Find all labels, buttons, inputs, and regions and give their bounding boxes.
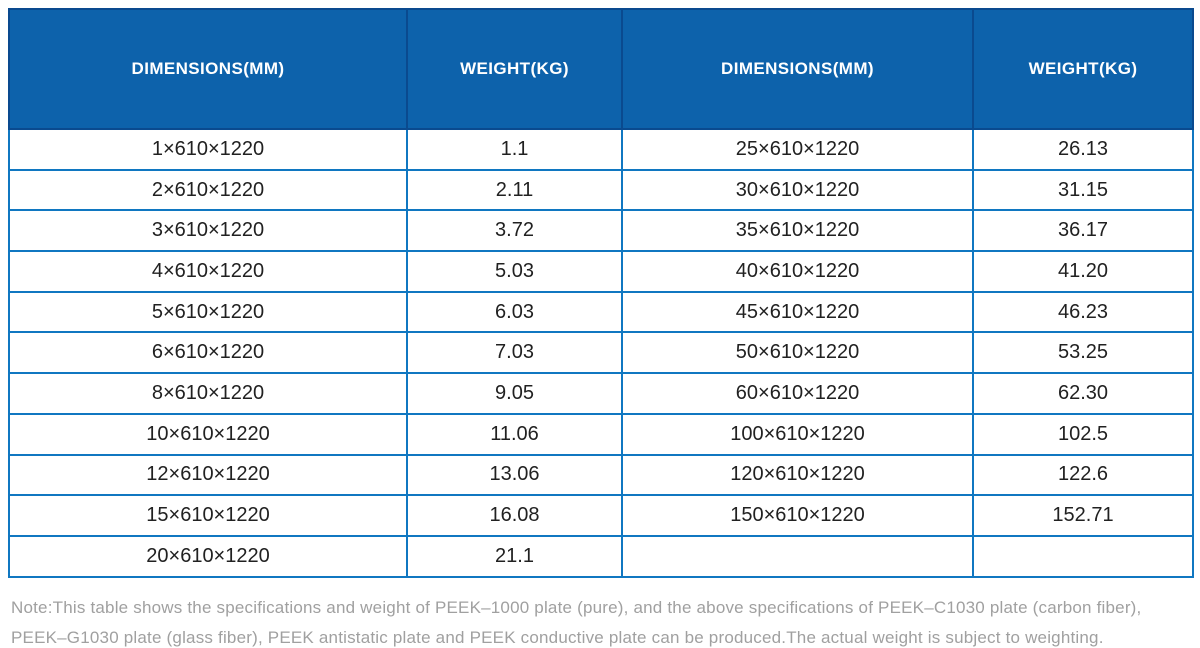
column-header-dimensions-right: DIMENSIONS(MM)	[621, 8, 974, 130]
table-row: 3×610×1220 3.72 35×610×1220 36.17	[8, 209, 1194, 253]
weight-cell: 5.03	[406, 250, 623, 293]
weight-cell-empty	[972, 534, 1194, 578]
weight-cell: 7.03	[406, 331, 623, 375]
column-header-weight-left: WEIGHT(KG)	[406, 8, 623, 130]
table-row: 5×610×1220 6.03 45×610×1220 46.23	[8, 290, 1194, 334]
weight-cell: 53.25	[972, 331, 1194, 375]
dimensions-cell: 4×610×1220	[8, 250, 408, 293]
footnote: Note:This table shows the specifications…	[11, 593, 1188, 648]
dimensions-cell: 3×610×1220	[8, 209, 408, 253]
weight-cell: 31.15	[972, 168, 1194, 212]
table-row: 8×610×1220 9.05 60×610×1220 62.30	[8, 372, 1194, 415]
dimensions-cell: 15×610×1220	[8, 494, 408, 537]
dimensions-cell: 5×610×1220	[8, 290, 408, 334]
weight-cell: 46.23	[972, 290, 1194, 334]
weight-cell: 26.13	[972, 128, 1194, 171]
weight-cell: 62.30	[972, 372, 1194, 415]
table-row: 4×610×1220 5.03 40×610×1220 41.20	[8, 250, 1194, 293]
weight-cell: 13.06	[406, 453, 623, 497]
weight-cell: 2.11	[406, 168, 623, 212]
footnote-line-2: PEEK–G1030 plate (glass fiber), PEEK ant…	[11, 627, 1104, 647]
table-row: 2×610×1220 2.11 30×610×1220 31.15	[8, 168, 1194, 212]
table-row: 20×610×1220 21.1	[8, 534, 1194, 578]
weight-cell: 9.05	[406, 372, 623, 415]
dimensions-cell: 150×610×1220	[621, 494, 974, 537]
dimensions-cell: 50×610×1220	[621, 331, 974, 375]
weight-cell: 102.5	[972, 412, 1194, 456]
dimensions-cell-empty	[621, 534, 974, 578]
dimensions-cell: 1×610×1220	[8, 128, 408, 171]
table-row: 15×610×1220 16.08 150×610×1220 152.71	[8, 494, 1194, 537]
spec-table: DIMENSIONS(MM) WEIGHT(KG) DIMENSIONS(MM)…	[8, 8, 1194, 578]
weight-cell: 152.71	[972, 494, 1194, 537]
dimensions-cell: 100×610×1220	[621, 412, 974, 456]
dimensions-cell: 2×610×1220	[8, 168, 408, 212]
table-row: 6×610×1220 7.03 50×610×1220 53.25	[8, 331, 1194, 375]
dimensions-cell: 8×610×1220	[8, 372, 408, 415]
weight-cell: 36.17	[972, 209, 1194, 253]
weight-cell: 6.03	[406, 290, 623, 334]
weight-cell: 41.20	[972, 250, 1194, 293]
footnote-line-1: Note:This table shows the specifications…	[11, 597, 1142, 617]
column-header-dimensions-left: DIMENSIONS(MM)	[8, 8, 408, 130]
weight-cell: 21.1	[406, 534, 623, 578]
table-row: 1×610×1220 1.1 25×610×1220 26.13	[8, 128, 1194, 171]
dimensions-cell: 35×610×1220	[621, 209, 974, 253]
dimensions-cell: 120×610×1220	[621, 453, 974, 497]
table-row: 12×610×1220 13.06 120×610×1220 122.6	[8, 453, 1194, 497]
dimensions-cell: 45×610×1220	[621, 290, 974, 334]
dimensions-cell: 6×610×1220	[8, 331, 408, 375]
dimensions-cell: 12×610×1220	[8, 453, 408, 497]
weight-cell: 16.08	[406, 494, 623, 537]
dimensions-cell: 40×610×1220	[621, 250, 974, 293]
weight-cell: 1.1	[406, 128, 623, 171]
dimensions-cell: 10×610×1220	[8, 412, 408, 456]
dimensions-cell: 20×610×1220	[8, 534, 408, 578]
dimensions-cell: 30×610×1220	[621, 168, 974, 212]
dimensions-cell: 25×610×1220	[621, 128, 974, 171]
table-row: 10×610×1220 11.06 100×610×1220 102.5	[8, 412, 1194, 456]
header-row: DIMENSIONS(MM) WEIGHT(KG) DIMENSIONS(MM)…	[8, 8, 1194, 130]
weight-cell: 3.72	[406, 209, 623, 253]
column-header-weight-right: WEIGHT(KG)	[972, 8, 1194, 130]
dimensions-cell: 60×610×1220	[621, 372, 974, 415]
weight-cell: 122.6	[972, 453, 1194, 497]
weight-cell: 11.06	[406, 412, 623, 456]
